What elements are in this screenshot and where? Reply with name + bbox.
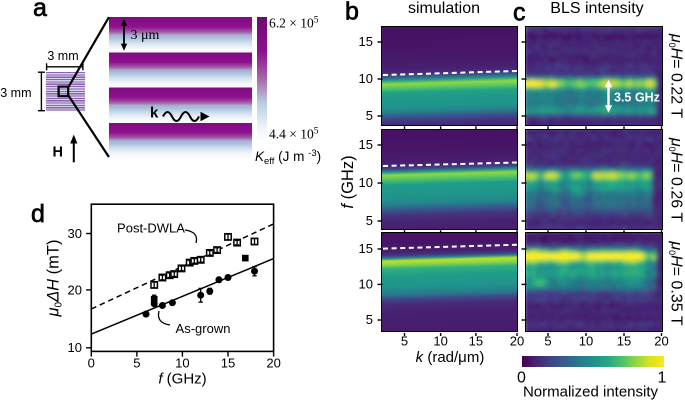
svg-text:10: 10: [68, 340, 82, 355]
svg-text:30: 30: [68, 226, 82, 241]
svg-text:10: 10: [579, 333, 593, 348]
svg-text:10: 10: [359, 71, 373, 86]
svg-text:μ0H= 0.35 T: μ0H= 0.35 T: [667, 240, 685, 325]
svg-text:μ0ΔH (mT): μ0ΔH (mT): [45, 239, 65, 317]
svg-text:10: 10: [175, 355, 189, 370]
svg-text:20: 20: [68, 283, 82, 298]
svg-text:0: 0: [517, 370, 526, 387]
svg-text:15: 15: [359, 137, 373, 152]
svg-text:10: 10: [359, 175, 373, 190]
svg-text:15: 15: [359, 34, 373, 49]
svg-text:10: 10: [359, 276, 373, 291]
svg-text:c: c: [513, 0, 526, 27]
svg-text:3.5 GHz: 3.5 GHz: [614, 91, 660, 105]
svg-text:a: a: [33, 0, 47, 22]
svg-text:3 μm: 3 μm: [131, 28, 160, 43]
svg-text:15: 15: [617, 333, 631, 348]
svg-text:15: 15: [221, 355, 235, 370]
svg-text:20: 20: [654, 333, 668, 348]
svg-text:k (rad/μm): k (rad/μm): [416, 349, 485, 366]
svg-text:Keff (J m -3): Keff (J m -3): [255, 148, 321, 167]
svg-text:5: 5: [133, 355, 140, 370]
svg-text:k: k: [150, 105, 159, 122]
svg-text:H: H: [53, 145, 63, 161]
svg-text:μ0H= 0.22 T: μ0H= 0.22 T: [667, 33, 685, 118]
svg-text:5: 5: [366, 213, 373, 228]
svg-text:Normalized intensity: Normalized intensity: [523, 384, 659, 400]
svg-text:BLS intensity: BLS intensity: [550, 0, 643, 17]
svg-text:5: 5: [401, 333, 408, 348]
svg-text:μ0H= 0.26 T: μ0H= 0.26 T: [667, 137, 685, 222]
svg-text:0: 0: [88, 355, 95, 370]
svg-text:5: 5: [366, 108, 373, 123]
svg-text:1: 1: [658, 370, 667, 387]
svg-text:15: 15: [469, 333, 483, 348]
svg-text:20: 20: [266, 355, 280, 370]
svg-text:3 mm: 3 mm: [47, 49, 78, 63]
svg-text:f (GHz): f (GHz): [339, 155, 357, 208]
svg-text:b: b: [345, 0, 359, 26]
svg-text:Post-DWLA: Post-DWLA: [117, 221, 185, 236]
svg-text:5: 5: [544, 333, 551, 348]
svg-text:3 mm: 3 mm: [0, 86, 31, 100]
svg-text:15: 15: [359, 241, 373, 256]
svg-text:10: 10: [433, 333, 447, 348]
svg-text:f (GHz): f (GHz): [158, 371, 206, 388]
svg-text:5: 5: [366, 312, 373, 327]
svg-text:simulation: simulation: [408, 0, 480, 17]
svg-text:d: d: [31, 200, 45, 228]
svg-text:As-grown: As-grown: [176, 321, 231, 336]
svg-text:6.2 × 105: 6.2 × 105: [269, 16, 319, 31]
svg-text:20: 20: [510, 333, 524, 348]
svg-text:4.4 × 105: 4.4 × 105: [269, 127, 319, 142]
